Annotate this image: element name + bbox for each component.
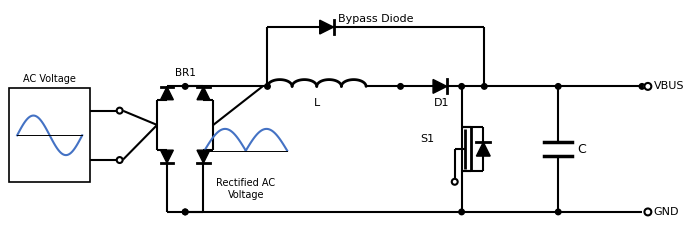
Polygon shape — [433, 80, 447, 93]
Circle shape — [644, 208, 651, 215]
Text: C: C — [577, 143, 585, 156]
Text: L: L — [313, 98, 320, 108]
Polygon shape — [320, 20, 334, 34]
Text: D1: D1 — [434, 98, 450, 108]
Circle shape — [117, 108, 122, 114]
Circle shape — [183, 84, 188, 89]
Polygon shape — [476, 142, 490, 156]
FancyBboxPatch shape — [9, 88, 90, 182]
Text: Rectified AC
Voltage: Rectified AC Voltage — [216, 178, 275, 200]
Circle shape — [639, 84, 645, 89]
Text: S1: S1 — [420, 134, 434, 144]
Circle shape — [452, 179, 457, 185]
Text: VBUS: VBUS — [654, 81, 684, 91]
Circle shape — [459, 209, 464, 215]
Circle shape — [482, 84, 487, 89]
Polygon shape — [197, 150, 210, 163]
Circle shape — [265, 84, 271, 89]
Circle shape — [183, 209, 188, 215]
Circle shape — [459, 84, 464, 89]
Polygon shape — [197, 87, 210, 100]
Text: BR1: BR1 — [175, 68, 196, 79]
Circle shape — [556, 84, 561, 89]
Circle shape — [117, 157, 122, 163]
Text: Bypass Diode: Bypass Diode — [338, 14, 414, 24]
Text: AC Voltage: AC Voltage — [24, 74, 76, 84]
Polygon shape — [161, 87, 174, 100]
Polygon shape — [161, 150, 174, 163]
Circle shape — [644, 83, 651, 90]
Text: GND: GND — [654, 207, 680, 217]
Circle shape — [556, 209, 561, 215]
Circle shape — [183, 209, 188, 215]
Circle shape — [398, 84, 403, 89]
